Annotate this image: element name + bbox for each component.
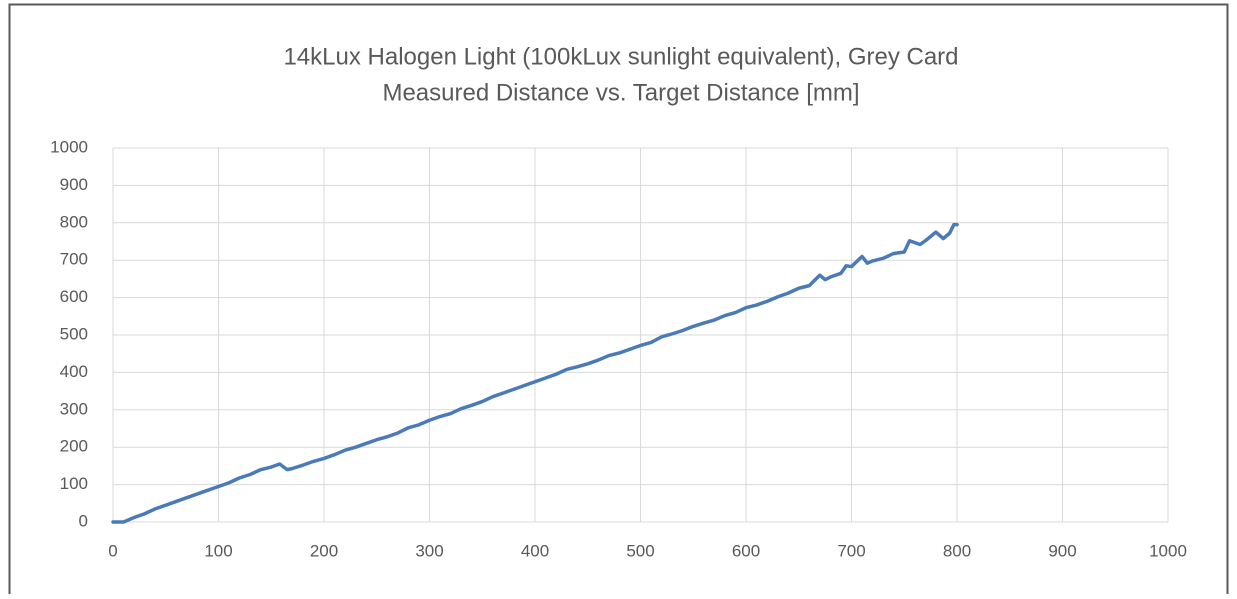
y-tick-label: 800 — [60, 212, 88, 231]
y-tick-label: 400 — [60, 362, 88, 381]
y-tick-label: 0 — [79, 511, 88, 530]
x-tick-label: 700 — [837, 541, 865, 560]
x-tick-label: 800 — [943, 541, 971, 560]
chart-border — [8, 3, 1229, 599]
y-tick-label: 500 — [60, 324, 88, 343]
x-tick-label: 900 — [1048, 541, 1076, 560]
y-tick-label: 200 — [60, 437, 88, 456]
x-tick-label: 0 — [108, 541, 117, 560]
x-tick-label: 300 — [415, 541, 443, 560]
x-tick-label: 400 — [521, 541, 549, 560]
y-tick-label: 600 — [60, 287, 88, 306]
y-tick-label: 100 — [60, 474, 88, 493]
chart-title: 14kLux Halogen Light (100kLux sunlight e… — [283, 43, 958, 70]
chart-subtitle: Measured Distance vs. Target Distance [m… — [382, 79, 859, 106]
y-tick-label: 1000 — [50, 137, 88, 156]
x-tick-label: 500 — [626, 541, 654, 560]
x-tick-label: 600 — [732, 541, 760, 560]
y-tick-label: 700 — [60, 250, 88, 269]
data-line — [111, 222, 959, 524]
y-tick-label: 300 — [60, 399, 88, 418]
y-tick-label: 900 — [60, 175, 88, 194]
x-tick-label: 100 — [204, 541, 232, 560]
x-tick-label: 1000 — [1149, 541, 1187, 560]
x-tick-label: 200 — [310, 541, 338, 560]
